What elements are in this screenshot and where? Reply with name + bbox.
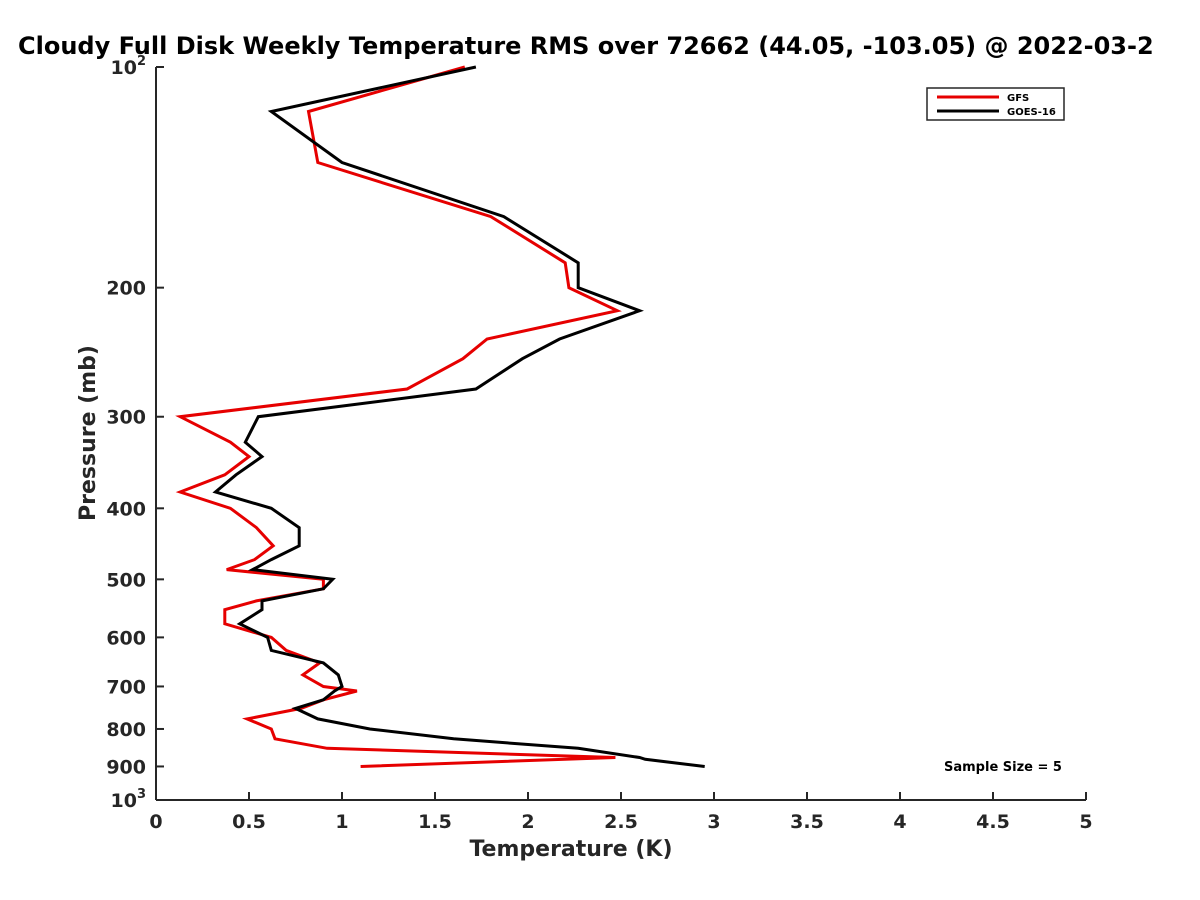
y-tick-label: 400 — [106, 498, 146, 520]
y-tick-label: 900 — [106, 756, 146, 778]
y-tick-label: 300 — [106, 407, 146, 429]
y-tick-label: 700 — [106, 676, 146, 698]
x-tick-label: 1 — [335, 811, 348, 833]
legend-label: GOES-16 — [1007, 107, 1056, 118]
axes: 0 0.5 1 1.5 2 2.5 3 3.5 4 4.5 5 102 200 300 400 500 600 7… — [106, 54, 1092, 833]
y-tick-label: 102 — [111, 54, 147, 79]
legend-box — [926, 87, 1065, 121]
x-tick-label: 1.5 — [418, 811, 452, 833]
x-tick-label: 0 — [149, 811, 162, 833]
legend: GFS GOES-16 — [926, 87, 1065, 121]
y-tick-label: 103 — [111, 787, 147, 812]
series-line-gfs — [175, 65, 622, 768]
x-axis-label: Temperature (K) — [469, 837, 672, 862]
y-tick-label: 200 — [106, 278, 146, 300]
y-tick-label: 500 — [106, 569, 146, 591]
series-layer — [175, 65, 705, 768]
y-axis-label: Pressure (mb) — [76, 345, 101, 521]
x-tick-label: 3 — [707, 811, 720, 833]
x-tick-label: 4.5 — [976, 811, 1010, 833]
x-tick-label: 2 — [521, 811, 534, 833]
series-line-goes-16 — [212, 65, 705, 768]
x-tick-label: 4 — [893, 811, 906, 833]
y-tick-label: 600 — [106, 627, 146, 649]
x-tick-label: 0.5 — [232, 811, 266, 833]
sample-size-annotation: Sample Size = 5 — [944, 760, 1062, 775]
y-tick-label: 800 — [106, 719, 146, 741]
x-tick-label: 2.5 — [604, 811, 638, 833]
x-tick-label: 3.5 — [790, 811, 824, 833]
x-tick-label: 5 — [1079, 811, 1092, 833]
legend-label: GFS — [1007, 93, 1029, 104]
chart-title: Cloudy Full Disk Weekly Temperature RMS … — [18, 32, 1154, 60]
